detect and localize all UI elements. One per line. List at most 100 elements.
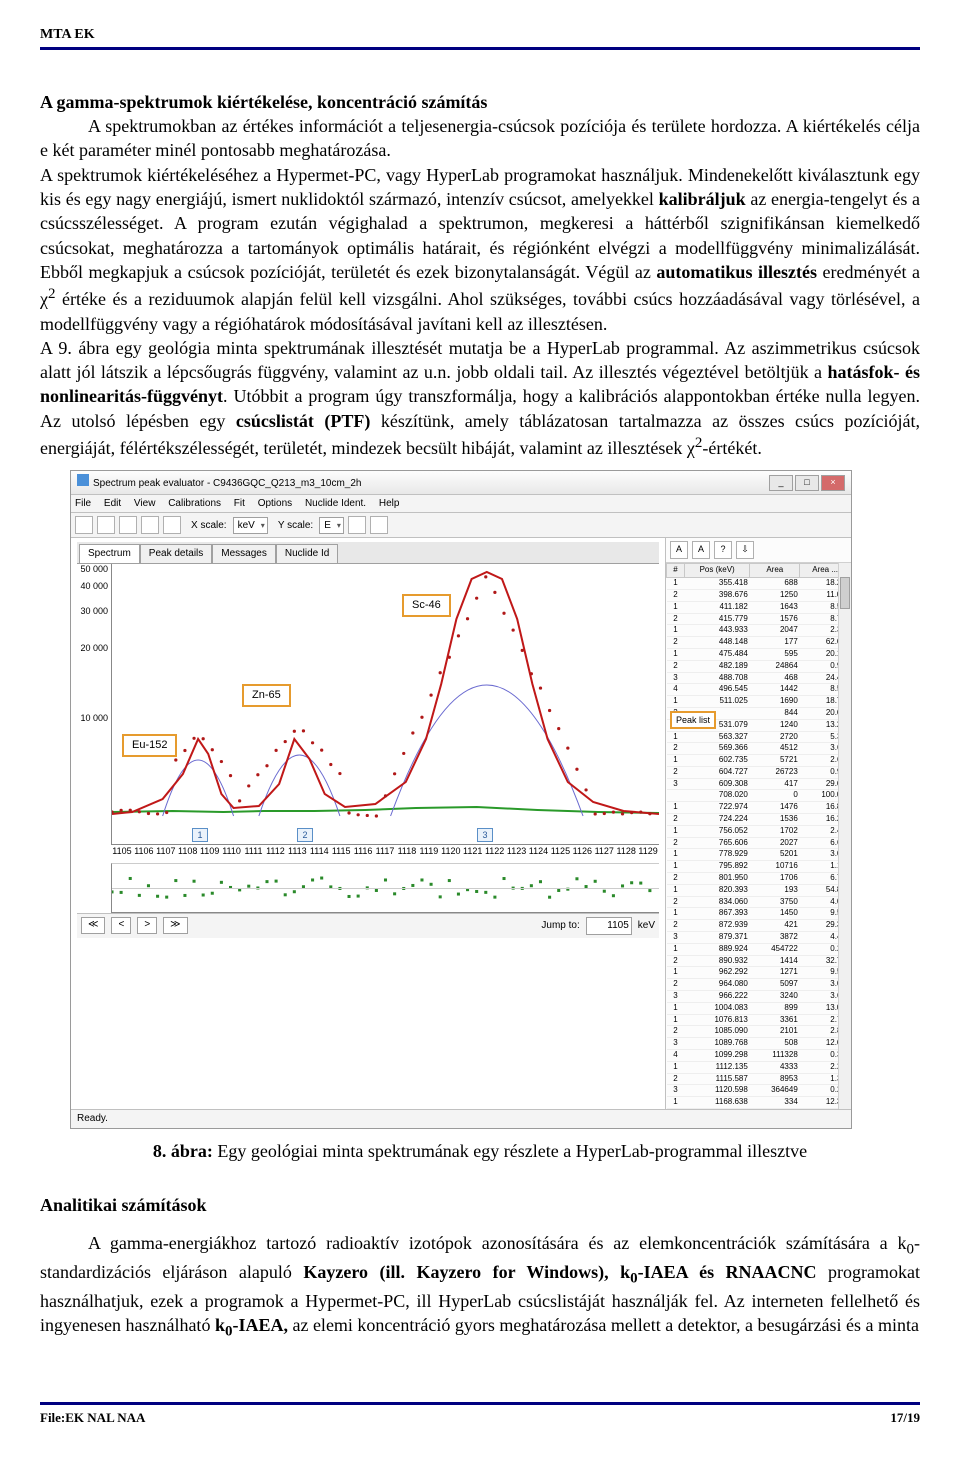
table-row[interactable]: 2604.727267230.9% <box>667 766 851 778</box>
xtick: 1118 <box>396 845 418 857</box>
table-row[interactable]: 2890.932141432.7% <box>667 955 851 967</box>
table-row[interactable]: 2569.36645123.6% <box>667 743 851 755</box>
side-icon-4[interactable]: ⇩ <box>736 541 754 559</box>
table-header[interactable]: Pos (keV) <box>685 564 750 578</box>
xtick: 1124 <box>528 845 550 857</box>
tab-spectrum[interactable]: Spectrum <box>79 544 140 563</box>
region-2[interactable]: 2 <box>297 828 313 842</box>
table-row[interactable]: 2398.676125011.0% <box>667 589 851 601</box>
table-row[interactable]: 1563.32727205.3% <box>667 731 851 743</box>
window-titlebar[interactable]: Spectrum peak evaluator - C9436GQC_Q213_… <box>71 471 851 495</box>
table-row[interactable]: 41099.2981113280.3% <box>667 1050 851 1062</box>
table-row[interactable]: 1722.974147616.8% <box>667 802 851 814</box>
table-row[interactable]: 1778.92952013.0% <box>667 849 851 861</box>
peak-table[interactable]: #Pos (keV)AreaArea ... 1355.41868818.2%2… <box>666 563 851 1109</box>
table-row[interactable]: 31120.5983646490.2% <box>667 1085 851 1097</box>
tab-nuclide-id[interactable]: Nuclide Id <box>276 544 338 563</box>
table-row[interactable]: 1443.93320472.3% <box>667 625 851 637</box>
table-row[interactable]: 1602.73557212.6% <box>667 755 851 767</box>
table-row[interactable]: 2765.60620276.6% <box>667 837 851 849</box>
table-row[interactable]: 21085.09021012.8% <box>667 1026 851 1038</box>
table-row[interactable]: 1795.892107161.1% <box>667 861 851 873</box>
side-icon-3[interactable]: ? <box>714 541 732 559</box>
tab-peak-details[interactable]: Peak details <box>140 544 212 563</box>
table-row[interactable]: 1475.48459520.1% <box>667 648 851 660</box>
ytick: 20 000 <box>74 642 108 654</box>
ytick: 50 000 <box>74 563 108 575</box>
org-name: MTA EK <box>40 27 95 42</box>
menu-help[interactable]: Help <box>379 498 400 509</box>
table-scrollbar[interactable] <box>838 563 851 1109</box>
tab-messages[interactable]: Messages <box>212 544 276 563</box>
table-row[interactable]: 1889.9244547220.2% <box>667 943 851 955</box>
xtick: 1127 <box>593 845 615 857</box>
menu-fit[interactable]: Fit <box>234 498 245 509</box>
table-row[interactable]: 3966.22232403.6% <box>667 991 851 1003</box>
tool-btn-4[interactable] <box>141 516 159 534</box>
menu-calibrations[interactable]: Calibrations <box>168 498 221 509</box>
table-row[interactable]: 1411.18216438.5% <box>667 601 851 613</box>
xtick: 1110 <box>221 845 243 857</box>
side-icon-2[interactable]: A <box>692 541 710 559</box>
minimize-button[interactable]: _ <box>769 475 793 491</box>
nav-next[interactable]: > <box>137 917 157 934</box>
table-row[interactable]: 3488.70846824.4% <box>667 672 851 684</box>
table-row[interactable]: 21115.58789531.3% <box>667 1073 851 1085</box>
table-row[interactable]: 3879.37138724.4% <box>667 932 851 944</box>
side-icon-1[interactable]: A <box>670 541 688 559</box>
para-intro: A spektrumokban az értékes információt a… <box>40 114 920 163</box>
table-row[interactable]: 2834.06037504.0% <box>667 896 851 908</box>
nav-last[interactable]: ≫ <box>163 917 187 934</box>
table-header[interactable]: # <box>667 564 685 578</box>
menu-file[interactable]: File <box>75 498 91 509</box>
region-1[interactable]: 1 <box>192 828 208 842</box>
table-row[interactable]: 1756.05217022.4% <box>667 825 851 837</box>
table-row[interactable]: 2482.189248640.9% <box>667 660 851 672</box>
jump-input[interactable] <box>586 917 632 935</box>
tool-btn-5[interactable] <box>163 516 181 534</box>
table-row[interactable]: 2448.14817762.6% <box>667 637 851 649</box>
tool-btn-2[interactable] <box>97 516 115 534</box>
spectrum-plot[interactable]: 50 000 40 000 30 000 20 000 10 000 <box>111 564 659 845</box>
residuals-plot[interactable] <box>111 863 659 913</box>
tool-btn-3[interactable] <box>119 516 137 534</box>
menu-nuclide[interactable]: Nuclide Ident. <box>305 498 366 509</box>
callout-eu152: Eu-152 <box>122 734 177 757</box>
yscale-select[interactable]: E <box>319 517 344 534</box>
table-row[interactable]: 1962.29212719.5% <box>667 967 851 979</box>
menu-options[interactable]: Options <box>258 498 292 509</box>
xscale-select[interactable]: keV <box>233 517 268 534</box>
table-row[interactable]: 11112.13543332.2% <box>667 1061 851 1073</box>
nav-prev[interactable]: < <box>111 917 131 934</box>
region-3[interactable]: 3 <box>477 828 493 842</box>
table-row[interactable]: 3609.30841729.6% <box>667 778 851 790</box>
tool-btn-1[interactable] <box>75 516 93 534</box>
table-row[interactable]: 2964.08050973.0% <box>667 979 851 991</box>
table-row[interactable]: 2801.95017066.7% <box>667 873 851 885</box>
table-row[interactable]: 4496.54514428.5% <box>667 684 851 696</box>
maximize-button[interactable]: □ <box>795 475 819 491</box>
table-row[interactable]: 2415.77915768.7% <box>667 613 851 625</box>
close-button[interactable]: × <box>821 475 845 491</box>
table-row[interactable]: 1511.025169018.7% <box>667 696 851 708</box>
para-method: A spektrumok kiértékeléséhez a Hypermet-… <box>40 163 920 336</box>
scroll-thumb[interactable] <box>840 577 850 609</box>
table-row[interactable]: 1867.39314509.5% <box>667 908 851 920</box>
table-row[interactable]: 2724.224153616.2% <box>667 814 851 826</box>
table-row[interactable]: 708.0200100.0% <box>667 790 851 802</box>
table-row[interactable]: 2872.93942129.3% <box>667 920 851 932</box>
table-row[interactable]: 1355.41868818.2% <box>667 578 851 590</box>
menu-edit[interactable]: Edit <box>104 498 121 509</box>
table-row[interactable]: 11076.81333612.7% <box>667 1014 851 1026</box>
table-row[interactable]: 31089.76850812.6% <box>667 1038 851 1050</box>
table-row[interactable]: 1820.39319354.8% <box>667 884 851 896</box>
table-header[interactable]: Area <box>750 564 800 578</box>
tool-btn-6[interactable] <box>348 516 366 534</box>
table-row[interactable]: 11004.08389913.0% <box>667 1002 851 1014</box>
menu-view[interactable]: View <box>134 498 156 509</box>
nav-first[interactable]: ≪ <box>81 917 105 934</box>
table-row[interactable]: 11168.63833412.3% <box>667 1097 851 1109</box>
xtick: 1119 <box>418 845 440 857</box>
xtick: 1122 <box>484 845 506 857</box>
tool-btn-7[interactable] <box>370 516 388 534</box>
